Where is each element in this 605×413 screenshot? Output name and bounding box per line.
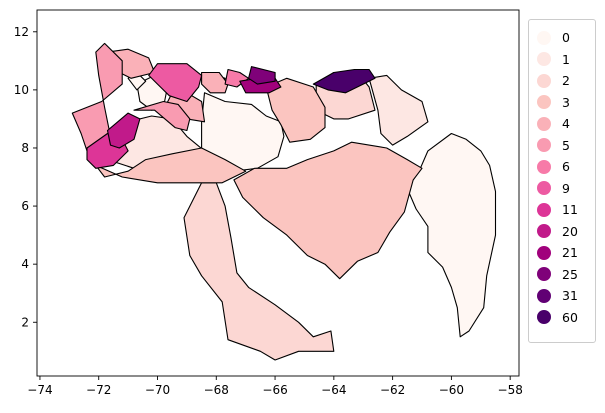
legend-label: 60 — [562, 309, 578, 325]
y-tick-label-5: 12 — [14, 25, 29, 39]
legend-label: 5 — [562, 137, 570, 153]
legend-swatch — [537, 116, 551, 131]
regions-layer — [71, 42, 497, 361]
legend-label: 25 — [562, 266, 578, 282]
legend-items: 0 1 2 3 4 5 6 9 11 20 21 25 31 60 — [529, 27, 595, 328]
legend-label: 1 — [562, 51, 570, 67]
legend-entry-1: 1 — [529, 49, 595, 71]
legend-entry-7: 9 — [529, 178, 595, 200]
legend-label: 20 — [562, 223, 578, 239]
y-tick-label-0: 2 — [21, 315, 29, 329]
legend-entry-0: 0 — [529, 27, 595, 49]
map-region-11 — [265, 77, 326, 143]
legend-label: 2 — [562, 73, 570, 89]
x-tick-label-0: −74 — [27, 383, 52, 397]
legend-entry-8: 11 — [529, 199, 595, 221]
map-region-18 — [148, 63, 203, 103]
map-region-10 — [95, 147, 247, 184]
legend-entry-4: 4 — [529, 113, 595, 135]
x-tick-label-3: −68 — [204, 383, 229, 397]
x-tick-label-1: −72 — [86, 383, 111, 397]
map-region-22 — [248, 66, 276, 85]
y-tick-label-2: 6 — [21, 199, 29, 213]
legend-swatch — [537, 245, 551, 260]
legend-label: 9 — [562, 180, 570, 196]
map-region-16 — [133, 100, 191, 132]
legend-swatch — [537, 202, 551, 217]
legend-entry-6: 6 — [529, 156, 595, 178]
legend-swatch — [537, 267, 551, 282]
legend-swatch — [537, 181, 551, 196]
legend-label: 0 — [562, 30, 570, 46]
map-region-7 — [183, 182, 335, 361]
legend-entry-3: 3 — [529, 92, 595, 114]
x-tick-label-2: −70 — [145, 383, 170, 397]
legend-entry-5: 5 — [529, 135, 595, 157]
legend-swatch — [537, 95, 551, 110]
legend-swatch — [537, 224, 551, 239]
legend-label: 11 — [562, 202, 578, 218]
x-tick-label-7: −60 — [439, 383, 464, 397]
legend-swatch — [537, 138, 551, 153]
legend-label: 3 — [562, 94, 570, 110]
legend-label: 4 — [562, 116, 570, 132]
map-region-14 — [201, 71, 229, 94]
legend-entry-11: 25 — [529, 264, 595, 286]
legend-swatch — [537, 30, 551, 45]
map-region-23 — [312, 68, 376, 94]
map-region-9 — [233, 141, 423, 280]
map-region-1 — [406, 132, 497, 338]
x-tick-label-8: −58 — [498, 383, 523, 397]
legend-label: 6 — [562, 159, 570, 175]
legend-entry-13: 60 — [529, 307, 595, 329]
legend-entry-9: 20 — [529, 221, 595, 243]
legend-entry-10: 21 — [529, 242, 595, 264]
legend-swatch — [537, 310, 551, 325]
y-tick-label-1: 4 — [21, 257, 29, 271]
y-tick-label-4: 10 — [14, 83, 29, 97]
legend-swatch — [537, 52, 551, 67]
legend-label: 31 — [562, 288, 578, 304]
legend-label: 21 — [562, 245, 578, 261]
x-tick-label-6: −62 — [380, 383, 405, 397]
y-tick-label-3: 8 — [21, 141, 29, 155]
axes-frame — [36, 9, 520, 377]
legend-entry-12: 31 — [529, 285, 595, 307]
legend-entry-2: 2 — [529, 70, 595, 92]
legend-swatch — [537, 159, 551, 174]
x-tick-label-5: −64 — [321, 383, 346, 397]
legend: 0 1 2 3 4 5 6 9 11 20 21 25 31 60 — [528, 19, 596, 343]
y-axis-ticks: 2 4 6 8 10 12 — [14, 25, 37, 329]
map-region-5 — [368, 74, 429, 146]
legend-swatch — [537, 288, 551, 303]
legend-swatch — [537, 73, 551, 88]
x-tick-label-4: −66 — [262, 383, 287, 397]
map-region-20 — [106, 112, 141, 149]
x-axis-ticks: −74 −72 −70 −68 −66 −64 −62 −60 −58 — [27, 376, 523, 397]
